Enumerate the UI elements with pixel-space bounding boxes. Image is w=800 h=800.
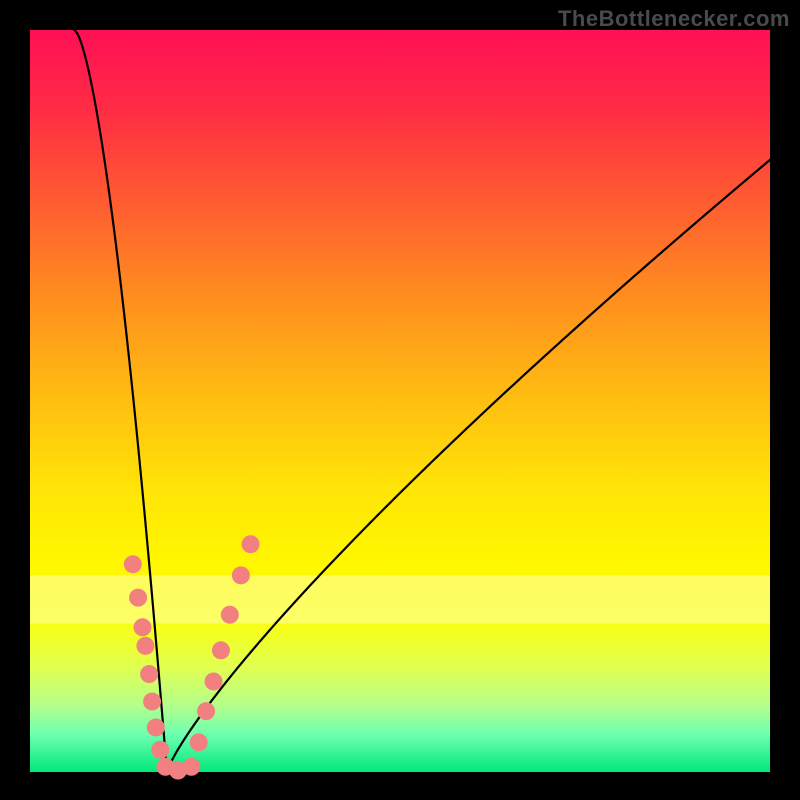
data-marker [124,555,142,573]
data-marker [136,637,154,655]
data-marker [140,665,158,683]
data-marker [197,702,215,720]
data-marker [143,693,161,711]
data-marker [190,733,208,751]
data-marker [221,606,239,624]
bottleneck-chart: TheBottlenecker.com [0,0,800,800]
data-marker [182,758,200,776]
data-marker [151,741,169,759]
data-marker [133,618,151,636]
data-marker [129,589,147,607]
chart-svg [0,0,800,800]
data-marker [232,566,250,584]
data-marker [242,535,260,553]
watermark-text: TheBottlenecker.com [558,6,790,32]
data-marker [147,718,165,736]
data-marker [212,641,230,659]
data-marker [205,672,223,690]
